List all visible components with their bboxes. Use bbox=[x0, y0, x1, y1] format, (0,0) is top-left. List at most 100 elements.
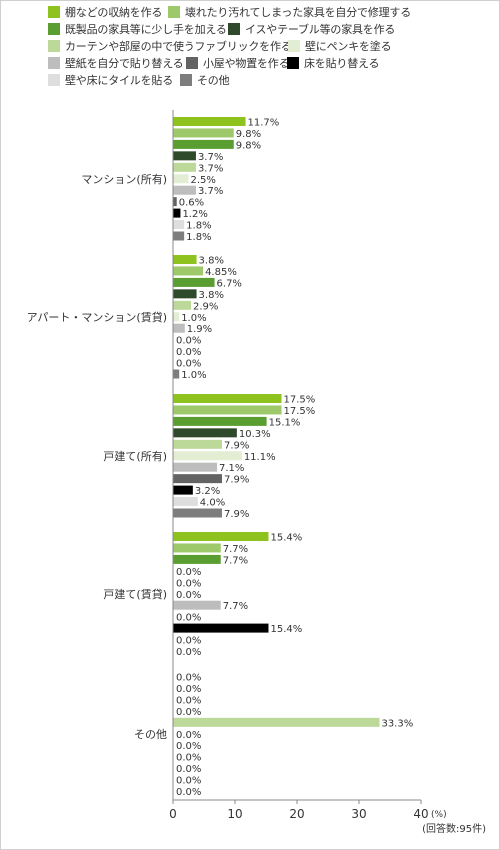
legend-label: 小屋や物置を作る bbox=[203, 57, 290, 70]
data-label: 11.7% bbox=[248, 118, 280, 129]
data-label: 0.0% bbox=[176, 347, 201, 358]
data-label: 0.0% bbox=[176, 636, 201, 647]
legend-item: その他 bbox=[180, 73, 230, 87]
data-label: 1.9% bbox=[187, 324, 212, 335]
legend-swatch bbox=[228, 23, 240, 35]
x-tick-label: 20 bbox=[289, 807, 304, 821]
legend-swatch bbox=[288, 40, 300, 52]
data-label: 6.7% bbox=[217, 278, 242, 289]
legend-label: イスやテーブル等の家具を作る bbox=[245, 23, 396, 36]
legend-item: 小屋や物置を作る bbox=[186, 56, 290, 70]
data-label: 2.9% bbox=[193, 301, 218, 312]
data-label: 0.0% bbox=[176, 578, 201, 589]
data-label: 0.0% bbox=[176, 673, 201, 684]
legend-swatch bbox=[180, 74, 192, 86]
data-label: 0.0% bbox=[176, 753, 201, 764]
data-label: 7.9% bbox=[224, 475, 249, 486]
bar bbox=[173, 532, 269, 541]
data-label: 0.0% bbox=[176, 613, 201, 624]
bar bbox=[173, 405, 282, 415]
legend-label: その他 bbox=[197, 74, 230, 87]
bar bbox=[173, 474, 222, 484]
data-label: 0.0% bbox=[176, 787, 201, 798]
bar bbox=[173, 117, 246, 126]
bar bbox=[173, 255, 197, 264]
data-label: 11.1% bbox=[244, 452, 276, 463]
data-label: 0.0% bbox=[176, 695, 201, 706]
data-label: 1.2% bbox=[182, 209, 207, 220]
data-label: 0.0% bbox=[176, 590, 201, 601]
bar bbox=[173, 208, 181, 218]
bar bbox=[173, 300, 191, 310]
bar bbox=[173, 162, 196, 172]
bar bbox=[173, 543, 221, 553]
data-label: 2.5% bbox=[191, 175, 216, 186]
bar bbox=[173, 462, 218, 472]
x-tick-label: 30 bbox=[351, 807, 366, 821]
data-label: 0.0% bbox=[176, 707, 201, 718]
chart-legend: 棚などの収納を作る 壊れたり汚れてしまった家具を自分で修理する 既製品の家具等に少し… bbox=[0, 0, 500, 110]
data-label: 15.4% bbox=[270, 624, 302, 635]
data-label: 1.0% bbox=[181, 370, 206, 381]
data-label: 1.0% bbox=[181, 313, 206, 324]
bar bbox=[173, 312, 180, 322]
bar bbox=[173, 185, 196, 195]
legend-label: 既製品の家具等に少し手を加える bbox=[65, 23, 227, 36]
legend-label: 壁にペンキを塗る bbox=[305, 40, 392, 53]
data-label: 0.0% bbox=[176, 336, 201, 347]
data-label: 4.0% bbox=[200, 498, 225, 509]
bar bbox=[173, 151, 196, 161]
bar bbox=[173, 497, 198, 507]
category-label: マンション(所有) bbox=[81, 172, 167, 186]
data-label: 0.0% bbox=[176, 684, 201, 695]
data-label: 3.7% bbox=[198, 163, 223, 174]
bar bbox=[173, 139, 234, 149]
bar bbox=[173, 289, 197, 299]
legend-item: イスやテーブル等の家具を作る bbox=[228, 22, 395, 36]
category-label: その他 bbox=[134, 728, 167, 741]
data-label: 7.7% bbox=[223, 544, 248, 555]
respondent-count-note: (回答数:95件) bbox=[422, 822, 486, 835]
category-label: アパート・マンション(賃貸) bbox=[27, 310, 167, 324]
data-label: 9.8% bbox=[236, 129, 261, 140]
legend-label: 棚などの収納を作る bbox=[65, 6, 163, 19]
x-tick-label: 10 bbox=[227, 807, 242, 821]
bar bbox=[173, 623, 269, 633]
bar bbox=[173, 428, 237, 438]
bar bbox=[173, 508, 222, 518]
data-label: 7.9% bbox=[224, 440, 249, 451]
data-label: 0.0% bbox=[176, 730, 201, 741]
data-label: 15.1% bbox=[269, 417, 301, 428]
legend-item: カーテンや部屋の中で使うファブリックを作る bbox=[48, 39, 292, 53]
data-label: 17.5% bbox=[284, 395, 316, 406]
legend-item: 既製品の家具等に少し手を加える bbox=[48, 22, 227, 36]
legend-item: 棚などの収納を作る bbox=[48, 5, 162, 19]
legend-label: カーテンや部屋の中で使うファブリックを作る bbox=[65, 40, 292, 53]
legend-swatch bbox=[48, 57, 60, 69]
x-tick-label: 40 bbox=[413, 807, 428, 821]
bar bbox=[173, 717, 380, 727]
bar bbox=[173, 197, 177, 207]
legend-item: 壁にペンキを塗る bbox=[288, 39, 392, 53]
bar bbox=[173, 600, 221, 610]
data-label: 3.8% bbox=[199, 256, 224, 267]
category-label: 戸建て(賃貸) bbox=[103, 587, 167, 601]
legend-item: 壁や床にタイルを貼る bbox=[48, 73, 173, 87]
data-label: 10.3% bbox=[239, 429, 271, 440]
data-label: 33.3% bbox=[381, 718, 413, 729]
data-label: 9.8% bbox=[236, 140, 261, 151]
bar bbox=[173, 416, 267, 426]
legend-swatch bbox=[48, 40, 60, 52]
legend-label: 床を貼り替える bbox=[304, 57, 380, 70]
category-label: 戸建て(所有) bbox=[103, 449, 167, 463]
bar bbox=[173, 231, 185, 241]
data-label: 0.0% bbox=[176, 567, 201, 578]
legend-swatch bbox=[168, 6, 180, 18]
data-label: 0.0% bbox=[176, 741, 201, 752]
bar bbox=[173, 323, 185, 333]
legend-swatch bbox=[186, 57, 198, 69]
legend-item: 壁紙を自分で貼り替える bbox=[48, 56, 184, 70]
bar bbox=[173, 277, 215, 287]
data-label: 3.7% bbox=[198, 186, 223, 197]
